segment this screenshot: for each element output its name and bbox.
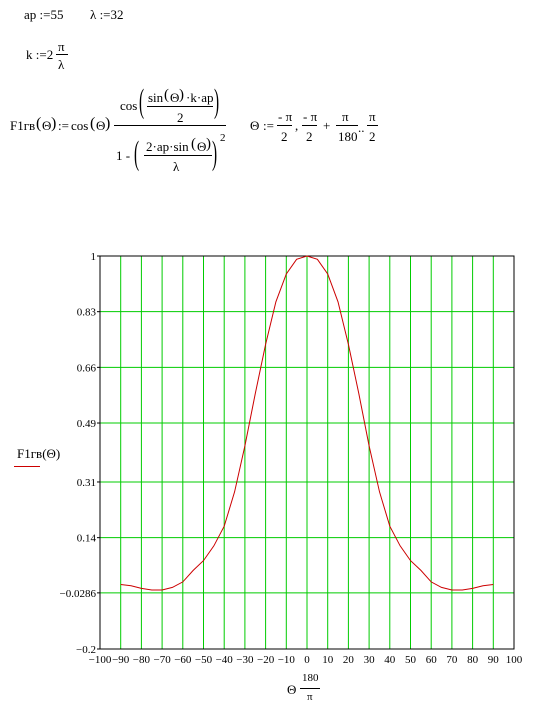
ap-definition[interactable]: ap :=55 bbox=[24, 8, 63, 21]
comma: , bbox=[295, 118, 299, 133]
x-tick-label: 70 bbox=[446, 654, 458, 666]
range-end-numerator: π bbox=[369, 109, 376, 124]
x-label-theta: Θ bbox=[287, 682, 297, 697]
two-ap-sin: 2·ap·sin bbox=[146, 139, 189, 154]
exponent-two: 2 bbox=[220, 132, 226, 144]
lambda-value: 32 bbox=[110, 7, 124, 22]
theta-arg: Θ bbox=[170, 90, 180, 105]
step-denominator: 180 bbox=[338, 129, 358, 144]
main-fraction-bar bbox=[114, 125, 226, 126]
rparen-large: ) bbox=[212, 135, 218, 172]
step-numerator: π bbox=[342, 109, 349, 124]
rparen: ) bbox=[51, 115, 57, 132]
lparen: ( bbox=[164, 87, 169, 103]
numerator-cos: cos bbox=[120, 98, 138, 113]
x-tick-label: 10 bbox=[322, 654, 334, 666]
assign-operator: := bbox=[39, 7, 51, 22]
range-second-denominator: 2 bbox=[306, 129, 313, 144]
range-second-fraction-bar bbox=[302, 125, 317, 126]
x-tick-label: 90 bbox=[488, 654, 500, 666]
k-coefficient: 2 bbox=[46, 47, 54, 62]
x-tick-label: −30 bbox=[236, 654, 254, 666]
k-pi-numerator: π bbox=[58, 39, 65, 54]
y-axis-label: F1гв(Θ) bbox=[17, 446, 61, 461]
lparen-large: ( bbox=[134, 135, 140, 172]
x-tick-label: 80 bbox=[467, 654, 479, 666]
series-line-f1gv bbox=[120, 255, 494, 591]
x-label-denominator: π bbox=[307, 691, 313, 703]
y-tick-label: 0.66 bbox=[77, 362, 97, 374]
denominator-fraction-bar bbox=[144, 155, 212, 156]
x-tick-label: 100 bbox=[506, 654, 523, 666]
lparen: ( bbox=[90, 115, 96, 132]
y-tick-label: −0.0286 bbox=[60, 588, 97, 600]
x-tick-label: −80 bbox=[133, 654, 151, 666]
rparen: ) bbox=[206, 136, 211, 152]
lambda-symbol: λ bbox=[90, 7, 97, 22]
plot-frame bbox=[99, 255, 515, 650]
rparen: ) bbox=[105, 115, 111, 132]
ap-value: 55 bbox=[50, 7, 64, 22]
x-tick-label: −40 bbox=[216, 654, 234, 666]
x-tick-label: −60 bbox=[174, 654, 192, 666]
assign-operator: := bbox=[35, 47, 47, 62]
rparen-large: ) bbox=[214, 83, 220, 120]
x-tick-label: 30 bbox=[364, 654, 376, 666]
assign-operator: := bbox=[58, 118, 69, 133]
y-tick-label: 0.14 bbox=[77, 533, 97, 545]
y-tick-label: 1 bbox=[91, 251, 97, 263]
k-fraction-bar bbox=[56, 54, 68, 55]
legend-line bbox=[14, 466, 40, 467]
numerator-sin: sin bbox=[148, 90, 164, 105]
f1-lhs: F1гв bbox=[10, 118, 36, 133]
range-start-numerator: - π bbox=[278, 109, 293, 124]
cos-fn: cos bbox=[71, 118, 89, 133]
y-tick-label: 0.49 bbox=[77, 418, 97, 430]
rparen: ) bbox=[179, 87, 184, 103]
x-tick-label: 20 bbox=[343, 654, 355, 666]
theta-arg: Θ bbox=[96, 118, 106, 133]
range-end-fraction-bar bbox=[367, 125, 378, 126]
x-tick-label: −90 bbox=[112, 654, 130, 666]
range-second-numerator: - π bbox=[303, 109, 318, 124]
y-tick-label: −0.2 bbox=[76, 644, 96, 656]
lparen-large: ( bbox=[139, 83, 145, 120]
denominator-one-minus: 1 - bbox=[116, 148, 131, 163]
x-tick-label: −50 bbox=[195, 654, 213, 666]
inner-denominator: 2 bbox=[177, 110, 184, 125]
x-tick-label: −10 bbox=[278, 654, 296, 666]
lparen: ( bbox=[36, 115, 42, 132]
k-lambda-denominator: λ bbox=[58, 57, 65, 72]
x-label-fraction-bar bbox=[300, 688, 320, 689]
theta-arg: Θ bbox=[197, 139, 207, 154]
range-dots: .. bbox=[358, 120, 365, 135]
x-tick-label: −100 bbox=[89, 654, 112, 666]
theta-symbol: Θ bbox=[250, 118, 260, 133]
step-fraction-bar bbox=[336, 125, 358, 126]
lambda-definition[interactable]: λ :=32 bbox=[90, 8, 124, 21]
k-symbol: k bbox=[26, 47, 33, 62]
x-tick-label: −20 bbox=[257, 654, 275, 666]
assign-operator: := bbox=[263, 118, 274, 133]
theta-arg: Θ bbox=[42, 118, 52, 133]
lparen: ( bbox=[191, 136, 196, 152]
ap-symbol: ap bbox=[24, 7, 37, 22]
y-tick-label: 0.31 bbox=[77, 477, 96, 489]
plus-operator: + bbox=[323, 118, 331, 133]
y-tick-label: 0.83 bbox=[77, 307, 97, 319]
x-tick-label: 50 bbox=[405, 654, 417, 666]
range-start-denominator: 2 bbox=[281, 129, 288, 144]
inner-fraction-bar bbox=[147, 106, 213, 107]
x-tick-label: 60 bbox=[426, 654, 438, 666]
denominator-lambda: λ bbox=[173, 159, 180, 174]
range-start-fraction-bar bbox=[277, 125, 292, 126]
x-tick-label: −70 bbox=[153, 654, 171, 666]
x-tick-label: 0 bbox=[304, 654, 310, 666]
assign-operator: := bbox=[99, 7, 111, 22]
range-end-denominator: 2 bbox=[369, 129, 376, 144]
x-tick-label: 40 bbox=[384, 654, 396, 666]
k-ap-product: ·k·ap bbox=[186, 90, 214, 105]
x-label-numerator: 180 bbox=[302, 672, 319, 684]
